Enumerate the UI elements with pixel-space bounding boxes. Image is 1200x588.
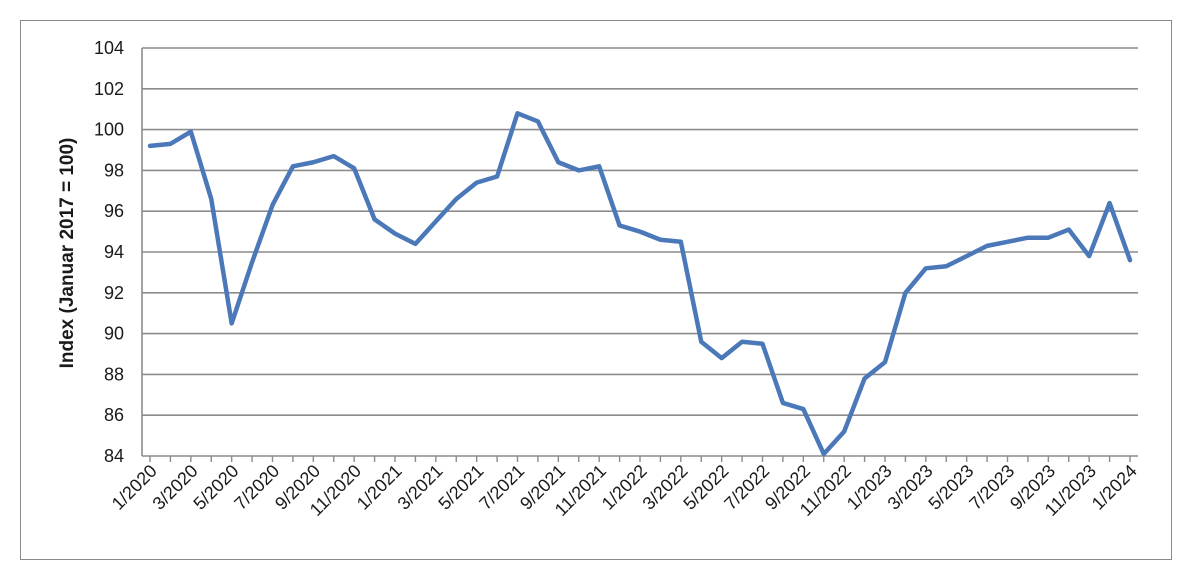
x-tick-label: 5/2023 bbox=[924, 461, 977, 514]
x-tick-label: 7/2022 bbox=[720, 461, 773, 514]
y-tick-label: 84 bbox=[104, 446, 124, 466]
gridlines bbox=[142, 47, 1138, 417]
x-tick-label: 1/2024 bbox=[1088, 461, 1141, 514]
y-tick-label: 94 bbox=[104, 242, 124, 262]
x-tick-label: 7/2020 bbox=[230, 461, 283, 514]
x-tick-label: 5/2022 bbox=[679, 461, 732, 514]
y-axis-label: Index (Januar 2017 = 100) bbox=[57, 138, 78, 369]
x-tick-labels: 1/20203/20205/20207/20209/202011/20201/2… bbox=[108, 461, 1141, 520]
axes bbox=[141, 48, 1138, 462]
y-tick-label: 102 bbox=[94, 79, 124, 99]
x-tick-label: 7/2023 bbox=[965, 461, 1018, 514]
y-tick-labels: 84 86 88 90 92 94 96 98 100 102 104 bbox=[94, 38, 124, 466]
y-tick-label: 92 bbox=[104, 283, 124, 303]
x-tick-label: 1/2021 bbox=[353, 461, 406, 514]
x-tick-label: 3/2021 bbox=[394, 461, 447, 514]
x-tick-label: 3/2023 bbox=[884, 461, 937, 514]
y-tick-label: 98 bbox=[104, 160, 124, 180]
x-tick-label: 7/2021 bbox=[475, 461, 528, 514]
y-tick-label: 100 bbox=[94, 120, 124, 140]
x-tick-label: 5/2020 bbox=[189, 461, 242, 514]
x-tick-label: 3/2020 bbox=[149, 461, 202, 514]
y-tick-label: 96 bbox=[104, 201, 124, 221]
y-tick-label: 104 bbox=[94, 38, 124, 58]
y-tick-label: 86 bbox=[104, 405, 124, 425]
series-line bbox=[147, 111, 1133, 457]
x-tick-label: 3/2022 bbox=[639, 461, 692, 514]
x-tick-label: 5/2021 bbox=[434, 461, 487, 514]
y-tick-label: 88 bbox=[104, 364, 124, 384]
x-tick-label: 1/2020 bbox=[108, 461, 161, 514]
series-group bbox=[147, 111, 1133, 457]
y-tick-label: 90 bbox=[104, 324, 124, 344]
chart-frame bbox=[20, 20, 1172, 560]
x-tick-label: 1/2023 bbox=[843, 461, 896, 514]
x-tick-label: 1/2022 bbox=[598, 461, 651, 514]
